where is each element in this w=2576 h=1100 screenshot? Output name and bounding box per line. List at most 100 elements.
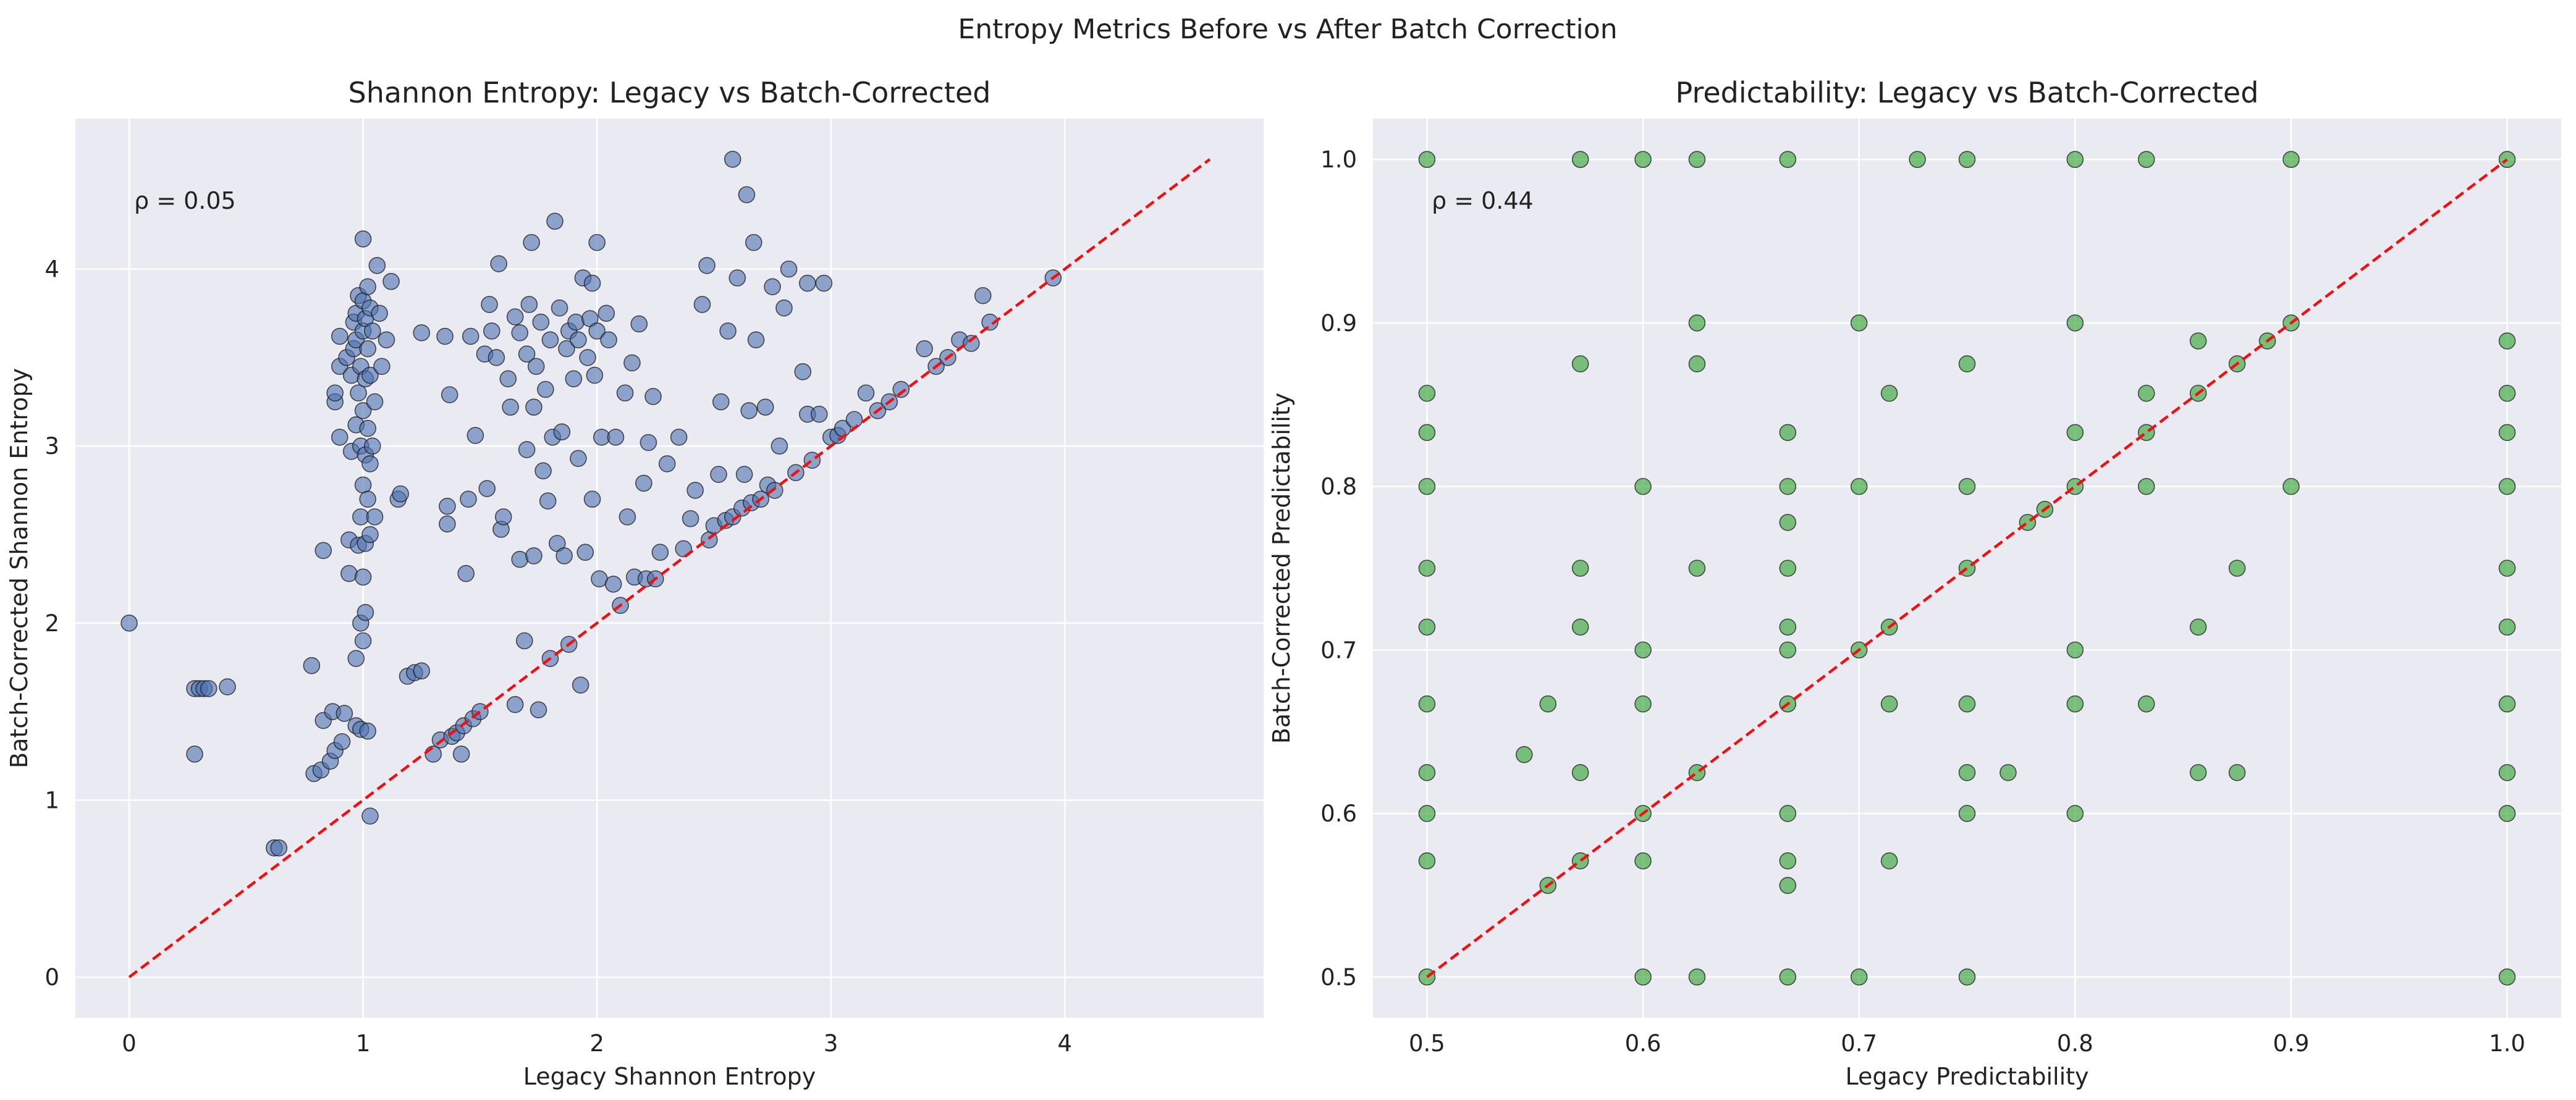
entropy-data-point <box>392 485 409 503</box>
entropy-data-point <box>572 676 589 694</box>
entropy-data-point <box>494 508 512 526</box>
predictability-data-point <box>1880 695 1898 713</box>
entropy-data-point <box>740 402 758 419</box>
predictability-data-point <box>2000 764 2017 781</box>
entropy-y-tick-label: 1 <box>44 787 59 813</box>
entropy-data-point <box>361 526 379 544</box>
entropy-data-point <box>710 466 727 483</box>
entropy-data-point <box>326 384 344 402</box>
entropy-data-point <box>981 313 999 331</box>
entropy-data-point <box>810 405 828 423</box>
predictability-data-point <box>1779 968 1797 986</box>
entropy-data-point <box>373 358 391 376</box>
entropy-data-point <box>441 386 458 403</box>
predictability-data-point <box>1634 641 1652 659</box>
predictability-data-point <box>2498 618 2516 636</box>
entropy-x-tick-label: 4 <box>1057 1030 1072 1057</box>
entropy-x-tick-label: 3 <box>824 1030 838 1057</box>
predictability-correlation-annotation: ρ = 0.44 <box>1432 187 1534 214</box>
predictability-data-point <box>1958 151 1976 168</box>
predictability-data-point <box>2498 560 2516 577</box>
entropy-data-point <box>368 257 386 274</box>
entropy-data-point <box>974 287 992 304</box>
entropy-data-point <box>537 380 554 398</box>
figure-suptitle: Entropy Metrics Before vs After Batch Co… <box>958 14 1617 45</box>
entropy-data-point <box>361 455 379 472</box>
predictability-y-tick-label: 1.0 <box>1320 146 1357 173</box>
predictability-y-tick-label: 0.6 <box>1320 800 1357 827</box>
entropy-data-point <box>506 695 524 713</box>
predictability-data-point <box>1418 695 1436 713</box>
predictability-data-point <box>2066 805 2084 822</box>
entropy-x-tick-label: 0 <box>122 1030 137 1057</box>
entropy-data-point <box>747 331 765 349</box>
entropy-data-point <box>534 462 552 480</box>
entropy-data-point <box>439 515 456 533</box>
entropy-data-point <box>490 255 507 272</box>
entropy-data-point <box>366 393 384 411</box>
predictability-data-point <box>1958 764 1976 781</box>
entropy-data-point <box>527 358 545 376</box>
entropy-data-point <box>555 547 573 565</box>
entropy-data-point <box>462 327 479 345</box>
entropy-data-point <box>738 186 756 204</box>
predictability-data-point <box>2498 384 2516 402</box>
predictability-data-point <box>1880 852 1898 870</box>
entropy-data-point <box>439 497 456 515</box>
entropy-data-point <box>764 278 781 296</box>
predictability-data-point <box>1571 764 1589 781</box>
predictability-data-point <box>2066 424 2084 442</box>
predictability-data-point <box>1880 384 1898 402</box>
predictability-data-point <box>2189 618 2207 636</box>
predictability-data-point <box>2498 805 2516 822</box>
entropy-data-point <box>460 490 477 508</box>
entropy-data-point <box>670 429 688 446</box>
entropy-data-point <box>598 304 615 322</box>
entropy-data-point <box>565 370 583 388</box>
predictability-data-point <box>1571 618 1589 636</box>
entropy-data-point <box>583 274 601 292</box>
entropy-plot-title: Shannon Entropy: Legacy vs Batch-Correct… <box>348 76 991 109</box>
entropy-data-point <box>532 313 550 331</box>
entropy-data-point <box>658 455 676 472</box>
entropy-data-point <box>219 678 236 695</box>
predictability-data-point <box>1539 695 1557 713</box>
entropy-data-point <box>712 393 730 411</box>
predictability-plot-title: Predictability: Legacy vs Batch-Correcte… <box>1676 76 2259 109</box>
predictability-x-axis-label: Legacy Predictability <box>1845 1063 2088 1090</box>
entropy-data-point <box>354 632 372 650</box>
predictability-data-point <box>2066 695 2084 713</box>
entropy-data-point <box>588 322 606 340</box>
entropy-data-point <box>506 308 524 325</box>
predictability-data-point <box>2498 764 2516 781</box>
entropy-data-point <box>745 233 762 251</box>
entropy-x-axis-label: Legacy Shannon Entropy <box>523 1063 816 1090</box>
entropy-data-point <box>686 482 704 499</box>
entropy-data-point <box>511 324 529 342</box>
entropy-data-point <box>347 650 365 667</box>
entropy-data-point <box>735 466 753 483</box>
entropy-data-point <box>120 615 138 632</box>
predictability-data-point <box>2066 641 2084 659</box>
entropy-data-point <box>558 340 575 358</box>
predictability-data-point <box>1688 151 1706 168</box>
entropy-data-point <box>366 508 384 526</box>
entropy-data-point <box>579 349 596 366</box>
entropy-data-point <box>499 370 517 388</box>
entropy-scatter-panel: 0 1 2 3 4 0 1 2 3 4 Shannon Entropy: Legacy vs Bat… <box>6 76 1264 1090</box>
predictability-data-point <box>1418 151 1436 168</box>
predictability-data-point <box>1418 618 1436 636</box>
entropy-data-point <box>452 745 470 763</box>
predictability-data-point <box>1850 968 1868 986</box>
entropy-data-point <box>457 565 475 582</box>
entropy-data-point <box>539 492 557 510</box>
entropy-data-point <box>815 274 833 292</box>
entropy-data-point <box>570 331 587 349</box>
predictability-data-point <box>1958 355 1976 372</box>
entropy-data-point <box>771 437 788 455</box>
entropy-y-tick-label: 2 <box>44 610 59 637</box>
entropy-data-point <box>359 278 376 296</box>
predictability-data-point <box>1418 852 1436 870</box>
entropy-data-point <box>583 490 601 508</box>
